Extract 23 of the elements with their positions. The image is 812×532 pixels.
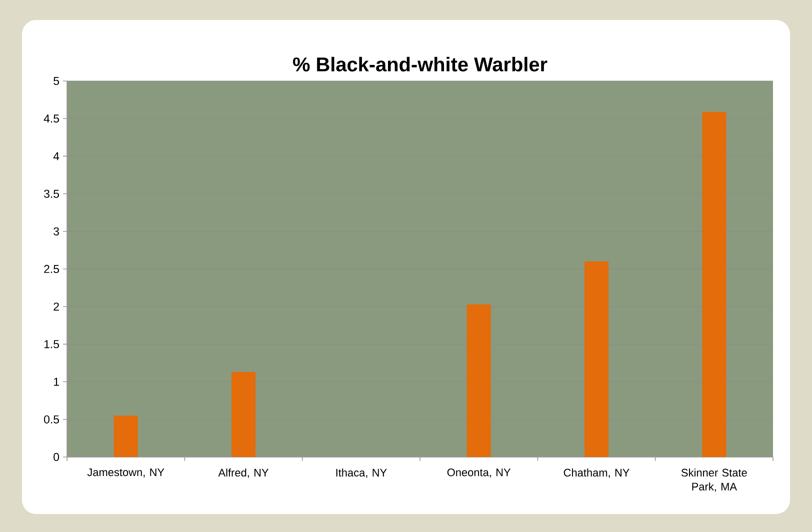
x-tick-label: Alfred, NY bbox=[218, 468, 269, 478]
bar bbox=[584, 261, 609, 457]
y-tick-label: 2.5 bbox=[44, 264, 60, 274]
y-tick-label: 3 bbox=[54, 227, 59, 236]
x-tick-label: Oneonta, NY bbox=[447, 468, 511, 478]
bar bbox=[702, 112, 726, 457]
chart-title: % Black-and-white Warbler bbox=[293, 56, 548, 72]
y-tick-label: 0 bbox=[54, 452, 60, 462]
bar bbox=[114, 416, 138, 457]
y-tick-label: 5 bbox=[54, 77, 60, 85]
y-tick-label: 4 bbox=[53, 152, 60, 160]
x-tick-label: Skinner State Park, MA bbox=[681, 468, 747, 492]
y-tick-label: 1.5 bbox=[44, 340, 60, 348]
bar bbox=[232, 372, 256, 457]
x-tick-label: Jamestown, NY bbox=[87, 468, 164, 478]
x-tick-label: Chatham, NY bbox=[564, 468, 630, 478]
bar bbox=[466, 304, 491, 457]
y-tick-label: 3.5 bbox=[44, 190, 60, 198]
y-tick-label: 4.5 bbox=[44, 114, 60, 123]
x-tick-label: Ithaca, NY bbox=[336, 468, 387, 478]
y-tick-label: 0.5 bbox=[44, 415, 60, 424]
y-tick-label: 2 bbox=[54, 302, 59, 311]
y-tick-label: 1 bbox=[54, 378, 59, 386]
